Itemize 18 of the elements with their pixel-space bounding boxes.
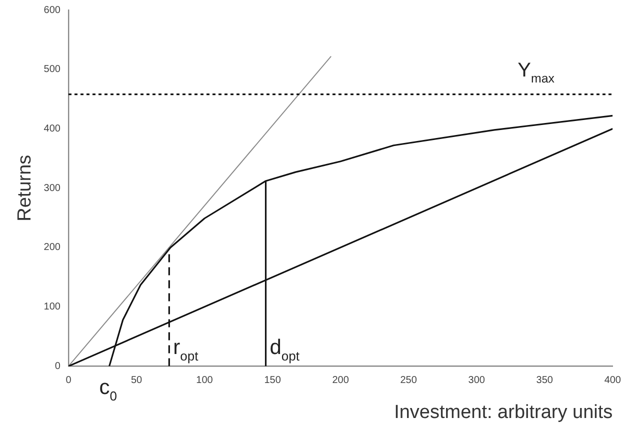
y-tick-label: 200 — [44, 242, 61, 254]
x-tick-label: 0 — [66, 374, 72, 386]
y-tick-label: 100 — [44, 302, 61, 313]
x-tick-label: 300 — [468, 374, 486, 386]
x-tick-label: 100 — [196, 374, 214, 386]
x-tick-label: 200 — [332, 374, 350, 386]
y-tick-label: 300 — [44, 182, 61, 194]
x-tick-label: 350 — [536, 374, 554, 386]
x-tick-label: 150 — [264, 374, 282, 386]
y-tick-label: 400 — [44, 123, 61, 134]
x-axis-title: Investment: arbitrary units — [394, 402, 613, 423]
y-tick-label: 600 — [44, 4, 61, 16]
y-axis-title: Returns — [14, 154, 36, 222]
x-tick-label: 50 — [130, 374, 143, 386]
x-tick-label: 250 — [400, 374, 418, 386]
y-tick-label: 500 — [44, 64, 61, 76]
y-tick-label: 0 — [54, 360, 61, 372]
x-tick-label: 400 — [604, 374, 622, 386]
